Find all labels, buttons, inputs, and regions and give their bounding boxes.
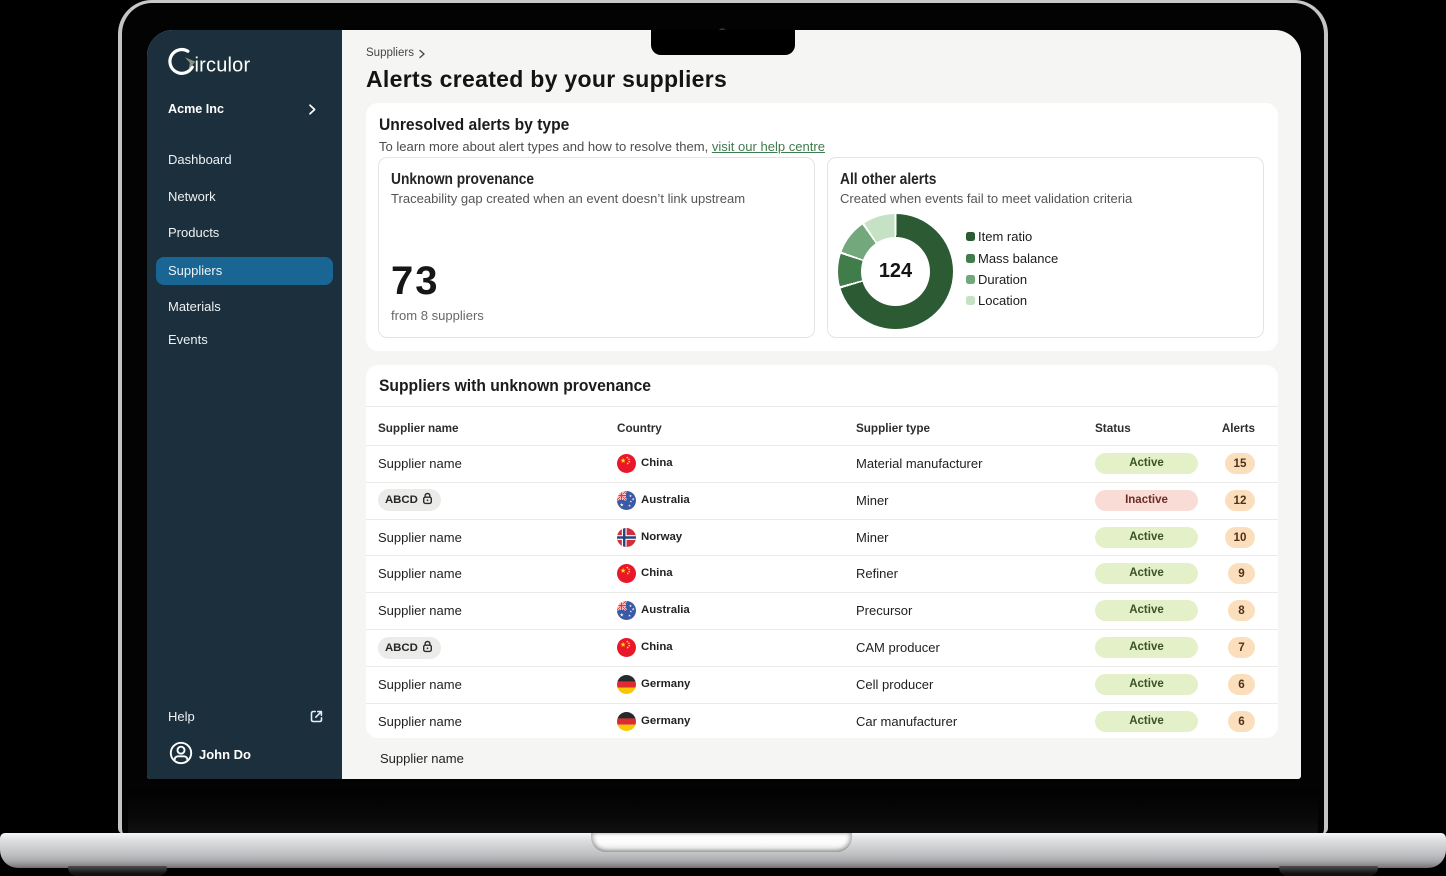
svg-text:irculor: irculor — [195, 55, 251, 77]
